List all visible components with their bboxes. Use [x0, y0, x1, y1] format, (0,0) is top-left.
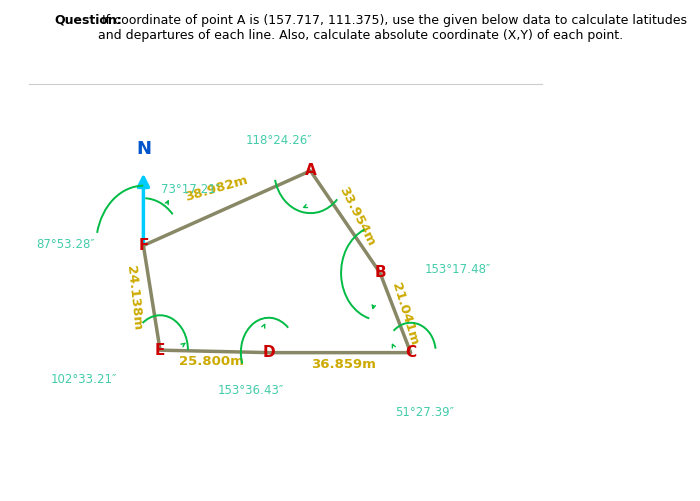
Text: 38.982m: 38.982m [183, 173, 248, 203]
Text: Question:: Question: [55, 14, 122, 27]
Text: 36.859m: 36.859m [311, 358, 376, 371]
Text: 153°36․43″: 153°36․43″ [218, 384, 284, 397]
Text: If coordinate of point A is (157.717, 111.375), use the given below data to calc: If coordinate of point A is (157.717, 11… [98, 14, 687, 42]
Text: N: N [136, 140, 151, 158]
Text: 25.800m: 25.800m [179, 355, 244, 368]
Text: 51°27․39″: 51°27․39″ [395, 406, 454, 419]
Text: 21.041m: 21.041m [389, 282, 420, 347]
Text: 102°33․21″: 102°33․21″ [50, 373, 117, 386]
Text: F: F [138, 238, 148, 253]
Text: B: B [374, 266, 386, 281]
Text: 73°17․21″: 73°17․21″ [161, 183, 220, 196]
Text: 118°24․26″: 118°24․26″ [246, 134, 312, 147]
Text: 153°17․48″: 153°17․48″ [425, 263, 491, 276]
Text: E: E [155, 343, 165, 358]
Text: 87°53․28″: 87°53․28″ [36, 237, 95, 250]
Text: C: C [405, 345, 416, 360]
Text: D: D [262, 345, 275, 360]
Text: 33.954m: 33.954m [336, 185, 377, 248]
Text: A: A [304, 163, 316, 178]
Text: 24.138m: 24.138m [124, 265, 144, 331]
